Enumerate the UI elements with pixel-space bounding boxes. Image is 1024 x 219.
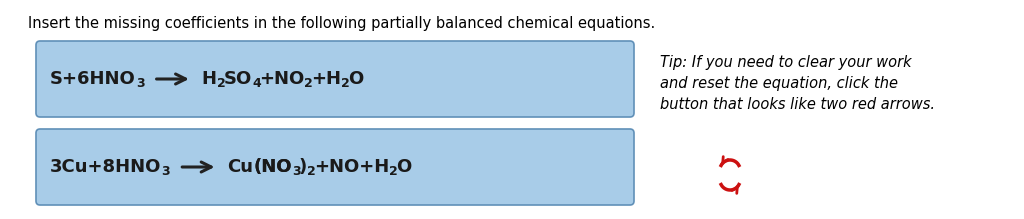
Text: 3: 3 <box>162 165 170 178</box>
Text: H: H <box>202 70 217 88</box>
FancyBboxPatch shape <box>36 129 634 205</box>
Text: 3: 3 <box>292 165 300 178</box>
Text: SO: SO <box>224 70 252 88</box>
Text: +NO+H: +NO+H <box>314 158 389 176</box>
Text: +NO: +NO <box>259 70 304 88</box>
Text: O: O <box>348 70 364 88</box>
Text: (NO: (NO <box>253 158 292 176</box>
Text: 2: 2 <box>217 78 225 90</box>
Text: +H: +H <box>311 70 341 88</box>
Text: 2: 2 <box>389 165 398 178</box>
Text: 2: 2 <box>304 78 313 90</box>
Text: 4: 4 <box>252 78 261 90</box>
Text: ): ) <box>299 158 307 176</box>
Text: 3Cu+8HNO: 3Cu+8HNO <box>50 158 162 176</box>
Text: 3: 3 <box>136 78 144 90</box>
Text: 2: 2 <box>341 78 350 90</box>
Text: (NO: (NO <box>253 158 292 176</box>
Text: Tip: If you need to clear your work
and reset the equation, click the
button tha: Tip: If you need to clear your work and … <box>660 55 935 112</box>
Text: O: O <box>396 158 412 176</box>
FancyBboxPatch shape <box>36 41 634 117</box>
Text: Insert the missing coefficients in the following partially balanced chemical equ: Insert the missing coefficients in the f… <box>28 16 655 31</box>
Text: 2: 2 <box>307 165 315 178</box>
Text: S+6HNO: S+6HNO <box>50 70 136 88</box>
Text: Cu: Cu <box>227 158 253 176</box>
